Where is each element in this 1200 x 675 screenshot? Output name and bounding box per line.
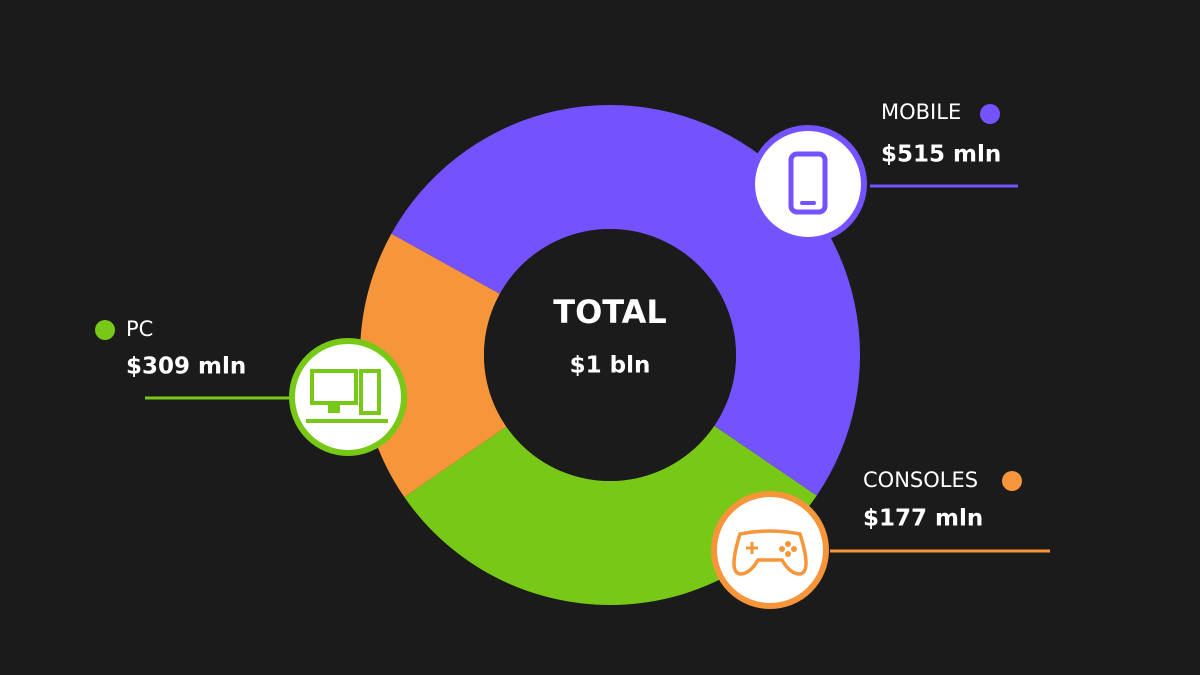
icon-badge	[289, 338, 407, 456]
icon	[359, 369, 381, 415]
legend-dot	[1002, 471, 1022, 491]
icon-badge	[711, 491, 829, 609]
center-value: $1 bln	[570, 353, 651, 379]
icon-badge	[749, 125, 867, 243]
category-label: MOBILE	[881, 100, 961, 124]
center-title: TOTAL	[553, 293, 667, 331]
category-label: PC	[126, 317, 153, 341]
legend-dot	[980, 104, 1000, 124]
icon	[785, 541, 791, 547]
icon	[310, 369, 358, 405]
legend-dot	[95, 320, 115, 340]
category-icon	[788, 151, 828, 215]
icon	[732, 529, 808, 576]
category-label: CONSOLES	[863, 468, 978, 492]
donut-segment	[391, 105, 860, 496]
category-icon	[732, 529, 808, 576]
donut-segment	[360, 233, 507, 498]
icon	[791, 546, 797, 552]
icon	[328, 405, 340, 413]
icon	[788, 151, 828, 215]
icon	[746, 542, 758, 554]
icon	[785, 551, 791, 557]
value-label: $515 mln	[881, 142, 1001, 168]
donut-hole	[484, 229, 736, 481]
value-label: $309 mln	[126, 354, 246, 380]
category-icon	[306, 369, 388, 423]
value-label: $177 mln	[863, 506, 983, 532]
icon	[779, 546, 785, 552]
icon	[800, 201, 816, 205]
